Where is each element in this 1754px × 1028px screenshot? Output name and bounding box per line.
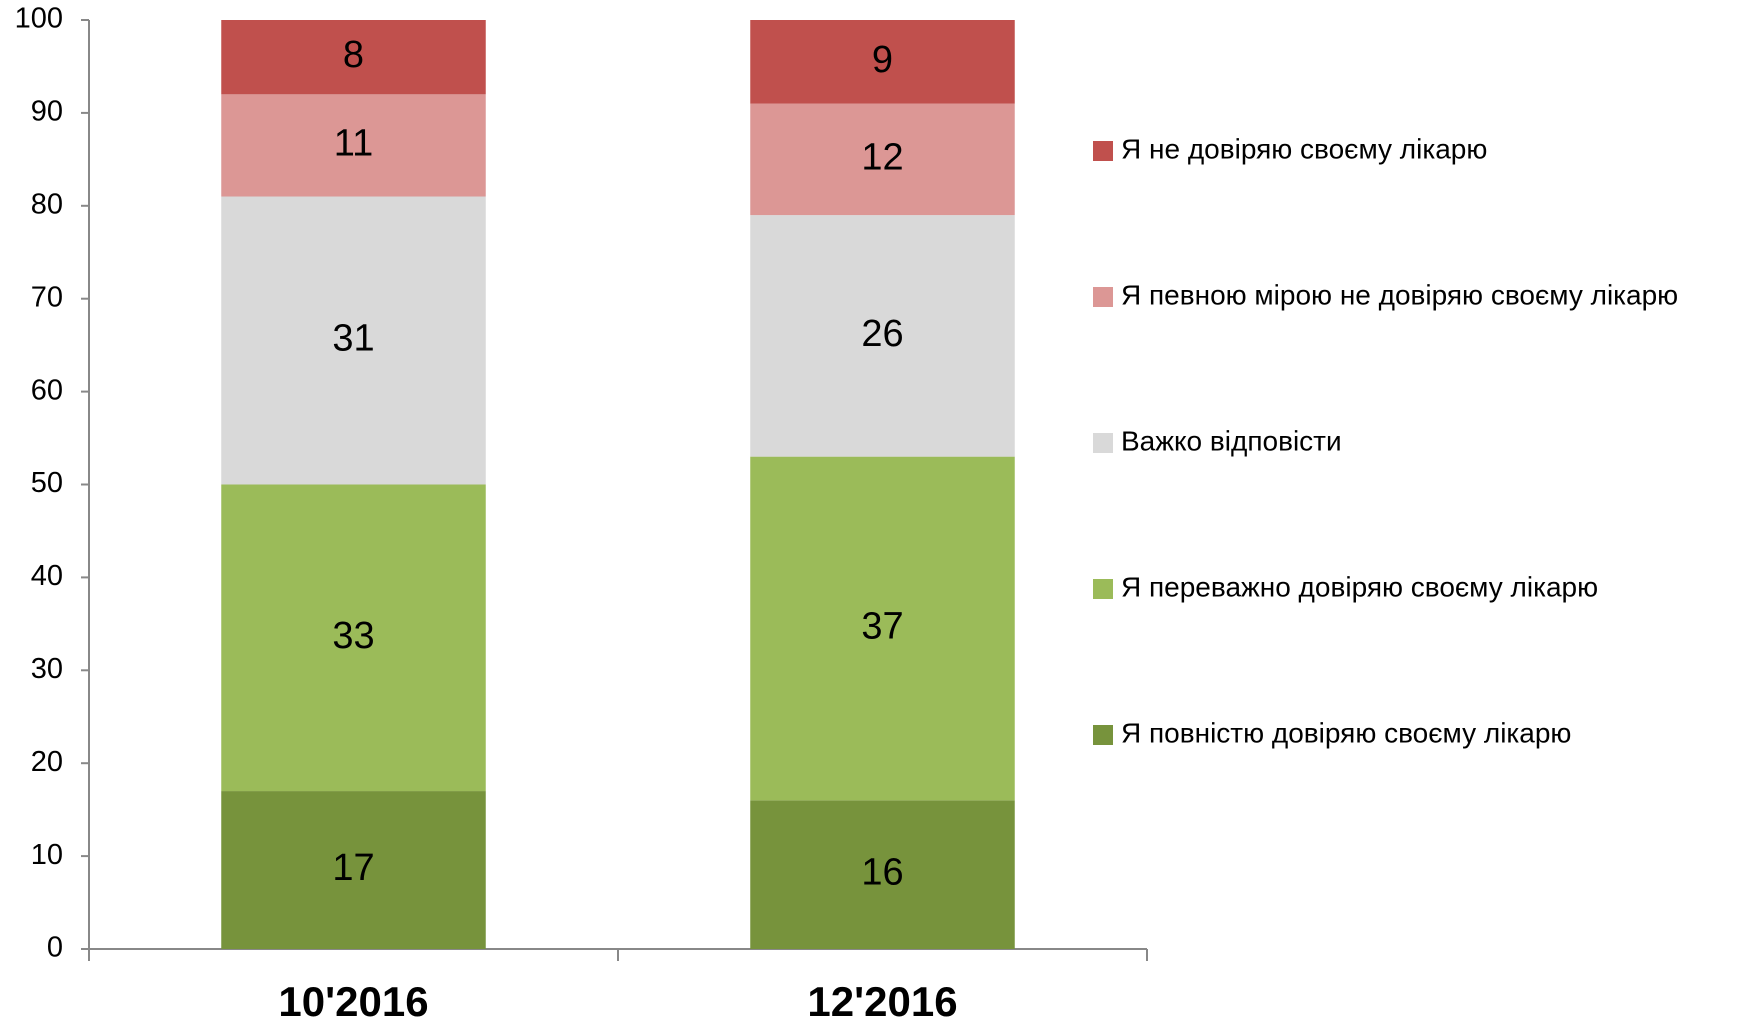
x-tick-label: 12'2016: [807, 978, 957, 1025]
legend-label: Я переважно довіряю своєму лікарю: [1121, 571, 1598, 602]
bar-segment: [750, 456, 1015, 801]
y-tick-label: 30: [31, 653, 63, 685]
data-label: 16: [861, 852, 903, 894]
data-label: 31: [332, 318, 374, 360]
y-tick-label: 20: [31, 746, 63, 778]
bar-segment: [221, 20, 486, 95]
legend-label: Я не довіряю своєму лікарю: [1121, 133, 1487, 164]
legend-label: Я повністю довіряю своєму лікарю: [1121, 717, 1571, 748]
y-tick-label: 90: [31, 96, 63, 128]
data-label: 9: [872, 39, 893, 81]
bar-segment: [221, 196, 486, 485]
y-tick-label: 50: [31, 467, 63, 499]
legend-swatch: [1093, 287, 1113, 307]
bar-segment: [750, 215, 1015, 457]
legend-label: Важко відповісти: [1121, 425, 1342, 456]
data-label: 8: [343, 34, 364, 76]
bar-segment: [750, 800, 1015, 949]
bar-segment: [750, 103, 1015, 216]
data-label: 17: [332, 847, 374, 889]
bar-segment: [221, 791, 486, 949]
legend-swatch: [1093, 141, 1113, 161]
data-label: 11: [334, 122, 373, 164]
y-tick-label: 60: [31, 374, 63, 406]
y-tick-label: 70: [31, 281, 63, 313]
data-label: 12: [861, 136, 903, 178]
legend-swatch: [1093, 725, 1113, 745]
legend-swatch: [1093, 433, 1113, 453]
y-tick-label: 10: [31, 839, 63, 871]
y-tick-label: 100: [15, 3, 63, 35]
legend-label: Я певною мірою не довіряю своєму лікарю: [1121, 279, 1678, 310]
y-tick-label: 80: [31, 188, 63, 220]
legend-swatch: [1093, 579, 1113, 599]
y-tick-label: 0: [47, 932, 63, 964]
x-tick-label: 10'2016: [278, 978, 428, 1025]
data-label: 37: [861, 606, 903, 648]
y-tick-label: 40: [31, 560, 63, 592]
bar-segment: [221, 484, 486, 792]
data-label: 33: [332, 615, 374, 657]
data-label: 26: [861, 313, 903, 355]
bar-segment: [750, 20, 1015, 104]
bar-segment: [221, 94, 486, 197]
